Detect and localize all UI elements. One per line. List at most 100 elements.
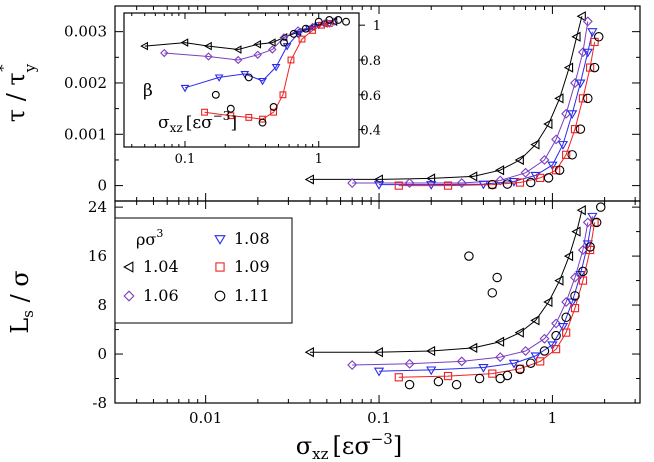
inset-point-1.09 xyxy=(270,108,278,116)
top-point-1.11 xyxy=(487,179,498,190)
top-point-1.04 xyxy=(514,154,524,166)
top-point-1.11 xyxy=(583,93,593,104)
inset-point-1.08 xyxy=(180,84,190,93)
inset-point-1.06 xyxy=(234,55,243,65)
top-point-1.08 xyxy=(582,48,593,58)
top-point-1.11 xyxy=(575,124,586,134)
inset-point-1.06 xyxy=(253,50,262,59)
bottom-point-1.08 xyxy=(373,367,385,377)
inset-point-1.08 xyxy=(293,30,303,39)
top-point-1.08 xyxy=(373,181,385,190)
top-point-1.09 xyxy=(394,181,403,190)
legend-label-1.11: 1.11 xyxy=(234,286,270,305)
inset-point-1.08 xyxy=(304,25,314,34)
bottom-point-1.09 xyxy=(443,371,453,381)
legend: ρσ3 1.04 1.08 1.06 1.09 1.11 xyxy=(114,217,293,324)
legend-title-main: ρσ xyxy=(136,230,156,249)
top-point-1.04 xyxy=(576,11,586,22)
top-point-1.06 xyxy=(404,178,415,189)
inset-point-1.11 xyxy=(258,118,267,127)
top-point-1.09 xyxy=(515,178,525,187)
legend-marker-1.09 xyxy=(215,262,225,272)
bottom-series-line-1.04 xyxy=(310,210,583,353)
bottom-y-tick-label: -8 xyxy=(92,394,107,412)
inset-point-1.04 xyxy=(267,38,276,47)
top-point-1.09 xyxy=(562,150,571,159)
top-point-1.06 xyxy=(520,167,531,178)
bottom-series-line-1.09 xyxy=(398,222,596,378)
inset-point-1.09 xyxy=(245,113,253,121)
bottom-point-1.06 xyxy=(347,360,358,371)
bottom-panel: 0.01 0.1 1 -8 0 8 16 24 xyxy=(88,198,641,427)
top-y-tick-label: 0 xyxy=(97,177,107,195)
inset-point-1.11 xyxy=(314,17,323,26)
inset-point-1.11 xyxy=(226,104,235,113)
bottom-point-1.11 xyxy=(591,217,602,228)
bottom-x-tick-label: 0.1 xyxy=(367,409,391,427)
top-series-line-1.09 xyxy=(398,41,596,187)
inset-x-tick-label: 0.1 xyxy=(175,152,196,167)
inset-point-1.11 xyxy=(325,16,334,24)
bottom-point-1.11 xyxy=(404,379,415,390)
bottom-point-1.11 xyxy=(492,272,502,283)
top-point-1.09 xyxy=(570,125,580,134)
bottom-point-1.08 xyxy=(557,322,569,332)
inset-y-tick-label: 0.6 xyxy=(360,89,381,104)
bottom-x-axis-label: σxz [εσ−3] xyxy=(296,430,402,462)
inset-point-1.04 xyxy=(204,41,212,51)
inset-x-tick-label: 1 xyxy=(315,152,323,167)
top-y-tick-label: 0.003 xyxy=(64,23,107,41)
bottom-point-1.06 xyxy=(495,352,506,363)
top-point-1.11 xyxy=(554,165,565,175)
top-point-1.04 xyxy=(571,31,581,42)
bottom-y-tick-label: 8 xyxy=(97,296,107,314)
bottom-point-1.06 xyxy=(570,272,580,283)
bottom-point-1.09 xyxy=(394,373,403,382)
inset-point-1.04 xyxy=(233,45,242,54)
bottom-point-1.11 xyxy=(539,346,550,356)
top-series-line-1.04 xyxy=(310,16,583,180)
inset-y-axis-label: β xyxy=(143,81,153,101)
inset-y-tick-label: 0.8 xyxy=(360,54,381,69)
top-point-1.06 xyxy=(539,154,550,165)
top-point-1.11 xyxy=(543,173,554,183)
bottom-point-1.04 xyxy=(304,347,314,358)
legend-label-1.08: 1.08 xyxy=(234,229,270,248)
bottom-series-line-1.06 xyxy=(352,222,589,366)
bottom-point-1.09 xyxy=(551,345,561,354)
bottom-point-1.11 xyxy=(474,373,485,384)
top-y-tick-label: 0.001 xyxy=(64,125,107,143)
inset-point-1.11 xyxy=(244,73,253,82)
bottom-point-1.04 xyxy=(563,250,574,262)
top-point-1.06 xyxy=(456,178,467,189)
bottom-point-1.04 xyxy=(373,347,383,358)
top-point-1.04 xyxy=(494,165,505,176)
bottom-point-1.11 xyxy=(515,364,525,375)
bottom-point-1.11 xyxy=(487,288,498,298)
bottom-point-1.04 xyxy=(494,336,505,347)
inset-point-1.09 xyxy=(325,20,333,27)
bottom-point-1.04 xyxy=(571,226,581,237)
inset-point-1.06 xyxy=(204,52,213,61)
bottom-point-1.04 xyxy=(554,275,564,286)
top-point-1.11 xyxy=(502,179,513,189)
bottom-point-1.08 xyxy=(478,364,489,373)
bottom-point-1.09 xyxy=(578,276,588,285)
bottom-point-1.09 xyxy=(488,369,497,378)
bottom-point-1.06 xyxy=(520,345,531,356)
legend-marker-1.11 xyxy=(214,290,226,302)
top-point-1.09 xyxy=(551,166,561,175)
inset-point-1.06 xyxy=(160,48,169,58)
top-point-1.09 xyxy=(536,173,545,183)
bottom-point-1.09 xyxy=(562,328,571,337)
inset-point-1.09 xyxy=(287,56,295,64)
inset-point-1.04 xyxy=(140,41,148,51)
top-point-1.09 xyxy=(586,63,595,72)
top-point-1.08 xyxy=(575,79,586,89)
inset-point-1.04 xyxy=(253,39,262,49)
inset-point-1.09 xyxy=(279,91,287,99)
top-point-1.06 xyxy=(347,178,358,189)
top-point-1.06 xyxy=(577,47,588,58)
top-point-1.04 xyxy=(543,118,553,130)
